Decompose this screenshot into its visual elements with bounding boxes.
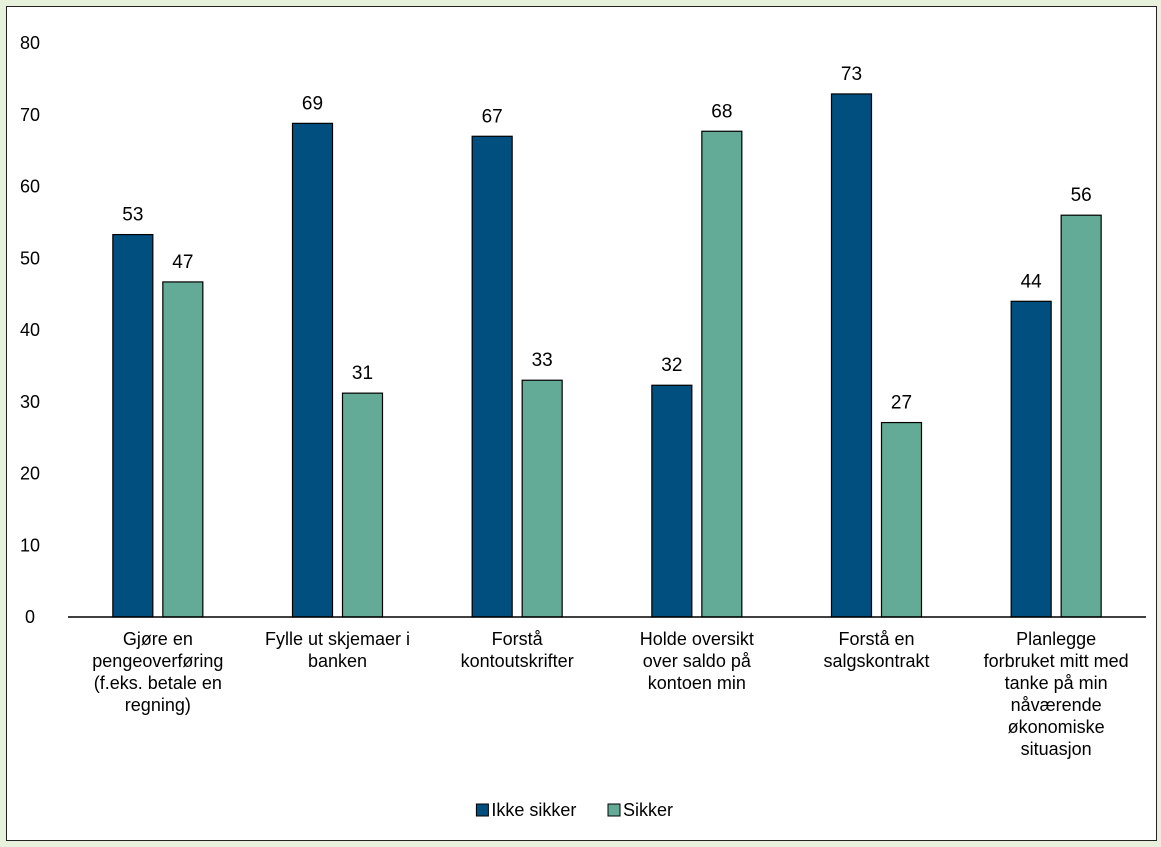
x-category-label: Planlegge forbruket mitt med tanke på min n… xyxy=(984,629,1129,759)
data-label: 31 xyxy=(352,363,373,384)
x-category-label-line: over saldo på xyxy=(643,651,752,671)
x-category-label-line: Forstå xyxy=(492,629,544,649)
x-category-label: Fylle ut skjemaer i banken xyxy=(265,629,410,671)
y-tick-label: 80 xyxy=(20,33,40,53)
y-tick-label: 20 xyxy=(20,464,40,484)
x-category-label-line: kontoutskrifter xyxy=(461,651,574,671)
data-label: 27 xyxy=(891,393,912,414)
data-label: 67 xyxy=(482,106,503,127)
data-label: 47 xyxy=(172,252,193,273)
x-category-label-line: Forstå en xyxy=(838,629,914,649)
x-category-label-line: situasjon xyxy=(1021,739,1092,759)
x-category-label-line: banken xyxy=(308,651,367,671)
legend-swatch xyxy=(475,803,489,817)
y-tick-label: 60 xyxy=(20,177,40,197)
bar-ikke-sikker xyxy=(471,135,513,618)
bar-sikker xyxy=(701,130,743,618)
y-tick-label: 50 xyxy=(20,248,40,268)
data-label: 32 xyxy=(661,355,682,376)
bar-sikker xyxy=(521,379,563,618)
x-category-label-line: forbruket mitt med xyxy=(984,651,1129,671)
legend-label: Ikke sikker xyxy=(491,800,576,820)
x-category-label-line: Planlegge xyxy=(1016,629,1096,649)
x-category-label-line: pengeoverføring xyxy=(92,651,223,671)
data-label: 33 xyxy=(532,350,553,371)
x-category-label-line: tanke på min xyxy=(1005,673,1108,693)
bar-sikker xyxy=(341,392,384,618)
x-category-label-line: Fylle ut skjemaer i xyxy=(265,629,410,649)
bar-ikke-sikker xyxy=(651,384,693,618)
x-category-label-line: Holde oversikt xyxy=(640,629,754,649)
data-label: 73 xyxy=(841,64,862,85)
x-category-label-line: kontoen min xyxy=(648,673,746,693)
data-label: 68 xyxy=(711,101,732,122)
y-tick-label: 10 xyxy=(20,535,40,555)
y-tick-label: 40 xyxy=(20,320,40,340)
legend-swatch xyxy=(607,803,621,817)
x-category-label-line: regning) xyxy=(125,695,191,715)
x-category-label-line: økonomiske xyxy=(1008,717,1105,737)
data-label: 53 xyxy=(122,205,143,226)
bar-ikke-sikker xyxy=(1010,300,1052,618)
y-tick-label: 70 xyxy=(20,105,40,125)
x-category-label: Holde oversikt over saldo på kontoen min xyxy=(640,629,754,693)
x-category-label: Gjøre en pengeoverføring (f.eks. betale en… xyxy=(92,629,223,715)
bar-sikker xyxy=(880,421,923,618)
bar-sikker xyxy=(162,281,204,618)
bar-ikke-sikker xyxy=(112,233,154,618)
data-label: 56 xyxy=(1071,185,1092,206)
data-label: 44 xyxy=(1021,271,1043,292)
data-label: 69 xyxy=(302,93,323,114)
bar-ikke-sikker xyxy=(291,122,334,618)
x-category-label-line: salgskontrakt xyxy=(823,651,929,671)
x-category-label: Forstå kontoutskrifter xyxy=(461,629,574,671)
bar-ikke-sikker xyxy=(830,93,873,618)
legend-label: Sikker xyxy=(623,800,673,820)
x-category-label-line: Gjøre en xyxy=(123,629,193,649)
x-category-label: Forstå en salgskontrakt xyxy=(823,629,929,671)
y-tick-label: 30 xyxy=(20,392,40,412)
y-tick-label: 0 xyxy=(25,607,35,627)
x-category-label-line: (f.eks. betale en xyxy=(94,673,222,693)
x-category-label-line: nåværende xyxy=(1011,695,1102,715)
bar-sikker xyxy=(1060,214,1102,618)
